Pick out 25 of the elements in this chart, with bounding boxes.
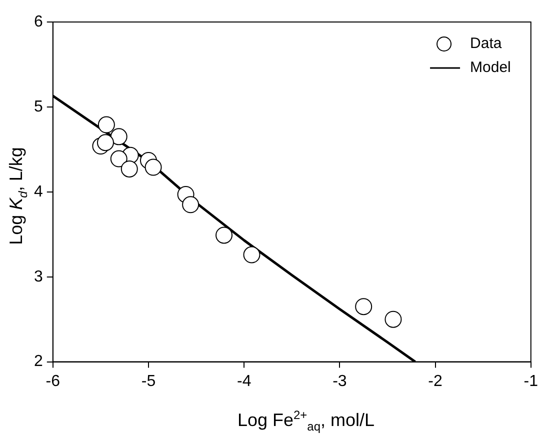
point xyxy=(120,160,138,178)
point xyxy=(243,246,260,264)
point xyxy=(96,134,114,152)
y-tick-label: 2 xyxy=(34,353,43,370)
x-tick-label: -1 xyxy=(524,372,538,390)
point xyxy=(110,128,128,146)
x-axis-title: Log Fe$^{2+}$$_{aq}$, mol/L xyxy=(236,408,376,434)
point xyxy=(384,310,402,328)
y-tick-label: 4 xyxy=(34,183,43,200)
x-tick-label: -2 xyxy=(428,372,442,390)
legend-label: Data xyxy=(470,35,502,52)
point xyxy=(182,196,200,214)
point xyxy=(98,116,115,134)
x-tick-label: -6 xyxy=(46,372,60,390)
y-tick-label: 5 xyxy=(34,98,43,116)
legend-label: Model xyxy=(470,59,511,76)
point xyxy=(144,158,162,176)
point xyxy=(216,226,233,244)
point xyxy=(110,150,128,168)
point xyxy=(355,298,372,316)
x-tick-label: -5 xyxy=(141,372,156,390)
x-tick-label: -4 xyxy=(236,372,252,390)
x-tick-label: -3 xyxy=(332,372,347,390)
y-tick-label: 3 xyxy=(34,268,43,286)
y-tick-label: 6 xyxy=(34,13,43,30)
